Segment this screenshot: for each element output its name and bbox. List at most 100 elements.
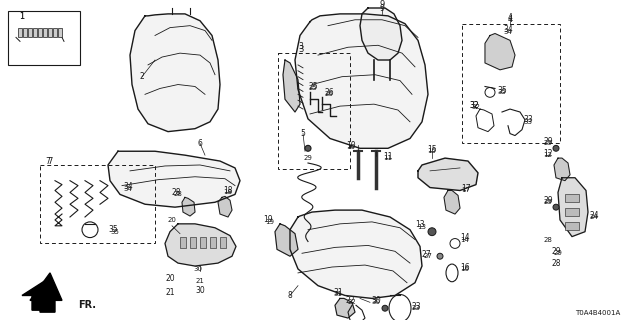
Text: 15: 15 <box>428 148 436 154</box>
Bar <box>48 28 52 37</box>
Bar <box>190 236 196 248</box>
Circle shape <box>553 204 559 210</box>
Text: 18: 18 <box>223 186 233 195</box>
Text: 34: 34 <box>123 182 133 191</box>
Text: 34: 34 <box>124 186 132 192</box>
Text: FR.: FR. <box>78 300 96 310</box>
Bar <box>58 28 62 37</box>
Text: T0A4B4001A: T0A4B4001A <box>575 310 620 316</box>
Text: 35: 35 <box>111 229 120 235</box>
Bar <box>210 236 216 248</box>
Text: 4: 4 <box>508 15 513 24</box>
Text: 28: 28 <box>173 191 182 197</box>
Text: 30: 30 <box>371 296 381 305</box>
Text: 21: 21 <box>196 278 204 284</box>
Bar <box>28 28 32 37</box>
Text: 34: 34 <box>504 28 513 35</box>
Text: 31: 31 <box>333 292 342 298</box>
Circle shape <box>428 228 436 236</box>
Bar <box>33 28 37 37</box>
Text: 24: 24 <box>589 214 598 220</box>
Text: 28: 28 <box>543 236 552 243</box>
Polygon shape <box>30 273 62 312</box>
Text: 29: 29 <box>543 196 553 205</box>
Circle shape <box>382 305 388 311</box>
Text: 25: 25 <box>308 85 317 92</box>
Polygon shape <box>558 178 588 236</box>
Text: 30: 30 <box>195 286 205 295</box>
Polygon shape <box>554 158 570 181</box>
Text: 32: 32 <box>469 100 479 110</box>
Text: 32: 32 <box>469 100 479 110</box>
Text: 16: 16 <box>461 266 470 272</box>
Text: 3: 3 <box>298 45 304 54</box>
Polygon shape <box>418 158 478 190</box>
Text: 30: 30 <box>371 299 381 305</box>
Text: 21: 21 <box>165 288 175 297</box>
Text: 27: 27 <box>424 253 433 259</box>
Polygon shape <box>22 279 52 310</box>
Bar <box>8 11 80 65</box>
Text: 24: 24 <box>589 211 599 220</box>
Text: 1: 1 <box>20 12 24 21</box>
Text: 14: 14 <box>460 233 470 242</box>
Bar <box>180 236 186 248</box>
Polygon shape <box>290 210 422 299</box>
Text: 8: 8 <box>287 291 292 300</box>
Text: 34: 34 <box>503 25 513 34</box>
Bar <box>462 24 560 143</box>
Bar <box>23 28 27 37</box>
Text: 29: 29 <box>543 137 553 146</box>
Text: 29: 29 <box>543 199 552 205</box>
Text: 10: 10 <box>346 144 355 150</box>
Bar <box>565 222 579 230</box>
Text: 1: 1 <box>19 12 24 21</box>
Text: 27: 27 <box>421 250 431 259</box>
Text: 29: 29 <box>551 247 561 256</box>
Text: 28: 28 <box>172 188 180 197</box>
Text: 9: 9 <box>380 0 385 9</box>
Text: 20: 20 <box>165 274 175 283</box>
Bar <box>38 28 42 37</box>
Text: 26: 26 <box>324 88 334 97</box>
Text: 11: 11 <box>383 152 393 161</box>
Text: 12: 12 <box>543 152 552 158</box>
Text: 28: 28 <box>551 259 561 268</box>
Text: 35: 35 <box>108 225 118 234</box>
Text: 5: 5 <box>301 129 305 138</box>
Text: 14: 14 <box>461 236 469 243</box>
Text: 17: 17 <box>461 184 471 193</box>
Polygon shape <box>275 224 298 256</box>
Text: 16: 16 <box>460 262 470 271</box>
Text: 6: 6 <box>198 139 202 148</box>
Text: 7: 7 <box>45 156 51 165</box>
Text: 13: 13 <box>415 220 425 229</box>
Text: 22: 22 <box>348 299 356 305</box>
Text: 29: 29 <box>303 155 312 161</box>
Text: 13: 13 <box>417 224 426 230</box>
Text: 19: 19 <box>266 219 275 225</box>
Text: 35: 35 <box>497 89 506 95</box>
Text: 29: 29 <box>554 250 563 256</box>
Bar <box>565 208 579 216</box>
Text: 2: 2 <box>140 72 145 81</box>
Polygon shape <box>130 14 220 132</box>
Text: 11: 11 <box>383 155 392 161</box>
Text: 32: 32 <box>472 104 481 110</box>
Text: 18: 18 <box>223 189 232 196</box>
Text: 20: 20 <box>168 217 177 223</box>
Text: 25: 25 <box>308 82 318 91</box>
Circle shape <box>437 253 443 259</box>
Polygon shape <box>108 151 240 207</box>
Bar <box>43 28 47 37</box>
Text: 33: 33 <box>524 119 532 125</box>
Text: 3: 3 <box>299 42 303 51</box>
Text: 19: 19 <box>263 215 273 224</box>
Text: 23: 23 <box>411 302 421 311</box>
Polygon shape <box>444 190 460 214</box>
Bar <box>200 236 206 248</box>
Circle shape <box>553 145 559 151</box>
Text: 22: 22 <box>345 296 355 305</box>
Text: 7: 7 <box>47 156 52 165</box>
Polygon shape <box>335 299 355 318</box>
